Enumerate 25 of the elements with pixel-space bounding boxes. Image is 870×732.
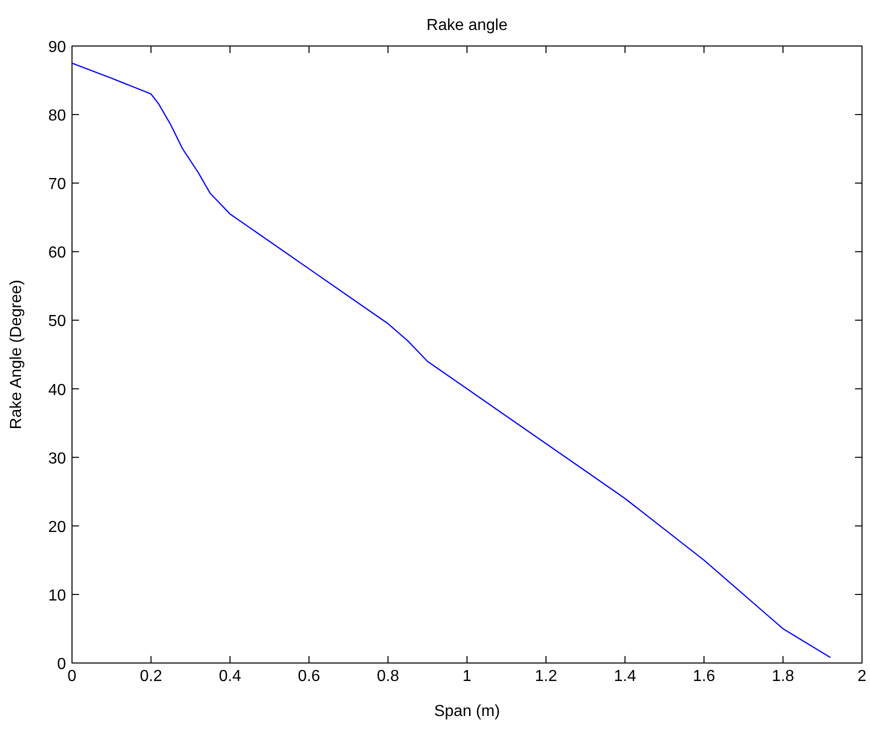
x-tick-label: 0.8 (376, 668, 400, 685)
chart-title: Rake angle (426, 17, 508, 34)
x-tick-label: 1.6 (692, 668, 716, 685)
y-tick-label: 30 (48, 450, 66, 468)
x-tick-label: 2 (858, 668, 867, 685)
line-series (71, 62, 831, 658)
y-tick-label: 50 (48, 313, 66, 330)
y-tick-label: 80 (48, 108, 66, 125)
y-axis-title: Rake Angle (Degree) (8, 280, 25, 430)
y-tick-label: 90 (48, 39, 66, 56)
y-tick-label: 20 (48, 518, 66, 536)
y-tick-label: 70 (48, 176, 66, 194)
y-tick-label: 40 (48, 382, 66, 399)
y-tick-label: 60 (48, 244, 66, 262)
x-tick-label: 0 (68, 668, 77, 685)
x-tick-label: 0.4 (218, 668, 242, 685)
x-tick-label: 1.8 (772, 668, 794, 685)
x-axis-title: Span (m) (434, 703, 500, 720)
x-tick-label: 0.6 (298, 668, 320, 685)
x-tick-label: 1.2 (534, 668, 558, 685)
x-tick-label: 1 (462, 668, 472, 685)
y-tick-label: 0 (57, 656, 66, 673)
x-tick-label: 0.2 (140, 668, 162, 685)
y-tick-label: 10 (48, 587, 66, 604)
x-tick-label: 1.4 (614, 668, 636, 685)
